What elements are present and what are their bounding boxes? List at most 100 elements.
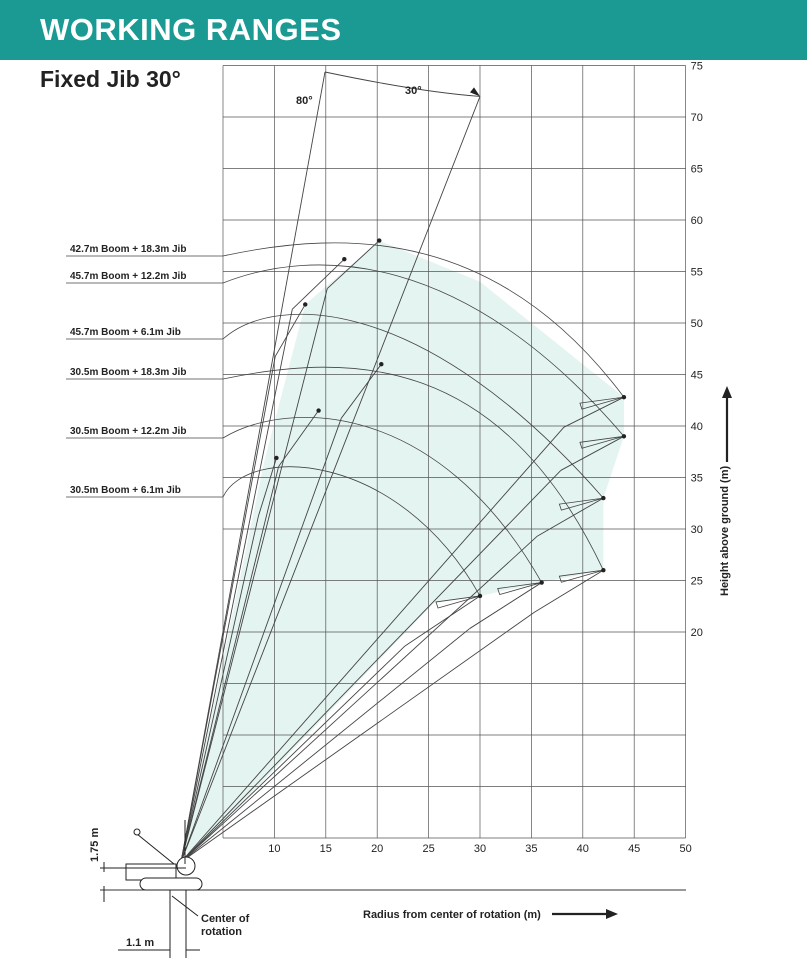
y-tick-label: 55 bbox=[691, 267, 703, 279]
header-banner: WORKING RANGES bbox=[0, 0, 807, 60]
pin-offset-label: 1.1 m bbox=[126, 937, 154, 949]
range-arc bbox=[222, 366, 604, 571]
jib-line-low bbox=[563, 396, 625, 428]
y-tick-label: 40 bbox=[691, 421, 703, 433]
page-title: WORKING RANGES bbox=[40, 12, 342, 47]
series-label: 45.7m Boom + 6.1m Jib bbox=[70, 327, 181, 338]
center-label-line-1: Center of bbox=[201, 913, 250, 925]
boom-line-steep bbox=[180, 418, 342, 863]
jib-line-low bbox=[534, 569, 604, 613]
x-axis-label: Radius from center of rotation (m) bbox=[363, 909, 541, 921]
jib-tip-marker-high bbox=[377, 238, 382, 243]
x-tick-label: 35 bbox=[525, 843, 537, 855]
center-label-line-2: rotation bbox=[201, 926, 242, 938]
y-tick-label: 20 bbox=[691, 627, 703, 639]
boom-80-line bbox=[180, 71, 326, 863]
x-tick-label: 40 bbox=[577, 843, 589, 855]
jib-line-low bbox=[560, 435, 625, 471]
boom-line-steep bbox=[180, 515, 259, 863]
center-of-rotation-label: Center of rotation bbox=[201, 913, 252, 938]
boom-angle-label: 80° bbox=[296, 95, 313, 107]
boom-line-steep bbox=[180, 466, 280, 863]
jib-line-low bbox=[469, 582, 542, 629]
jib-tip-marker-low bbox=[621, 434, 627, 439]
boom-line-low bbox=[180, 469, 562, 863]
x-tick-label: 50 bbox=[679, 843, 691, 855]
boom-line-steep bbox=[180, 288, 328, 863]
jib-outline-low bbox=[435, 595, 481, 609]
jib-outline-low bbox=[579, 435, 625, 449]
series-label: 30.5m Boom + 12.2m Jib bbox=[70, 426, 186, 437]
y-tick-label: 25 bbox=[691, 576, 703, 588]
jib-tip-marker-high bbox=[274, 455, 279, 461]
y-tick-label: 70 bbox=[691, 112, 703, 124]
jib-outline-low bbox=[558, 497, 604, 511]
jib-tip-marker-low bbox=[601, 495, 606, 501]
x-tick-label: 10 bbox=[268, 843, 280, 855]
chart-grid bbox=[222, 65, 686, 839]
y-tick-label: 35 bbox=[691, 473, 703, 485]
x-tick-label: 20 bbox=[371, 843, 383, 855]
x-axis-arrow-head bbox=[606, 909, 618, 919]
y-tick-label: 30 bbox=[691, 524, 703, 536]
jib-line-low bbox=[537, 497, 604, 537]
boom-line-low bbox=[180, 535, 538, 863]
range-arc bbox=[222, 242, 625, 398]
boom-line-low bbox=[180, 611, 535, 863]
jib-tip-marker-high bbox=[316, 408, 321, 413]
pin-offset-dimension bbox=[118, 890, 200, 958]
boom-line-low bbox=[180, 426, 565, 863]
jib-outline-low bbox=[558, 569, 604, 583]
range-arc bbox=[222, 466, 481, 597]
boom-line-low bbox=[180, 645, 406, 863]
boom-line-low bbox=[180, 628, 470, 863]
series-labels: 42.7m Boom + 18.3m Jib 45.7m Boom + 12.2m… bbox=[66, 244, 223, 498]
series-label: 42.7m Boom + 18.3m Jib bbox=[70, 244, 186, 255]
y-tick-label: 45 bbox=[691, 370, 703, 382]
jib-tip-marker-low bbox=[621, 394, 627, 400]
y-axis-arrow-head bbox=[722, 386, 732, 398]
jib-tip-marker-high bbox=[303, 302, 308, 307]
pin-height-label: 1.75 m bbox=[89, 828, 101, 862]
chart-subtitle: Fixed Jib 30° bbox=[40, 66, 181, 92]
jib-line-low bbox=[404, 595, 481, 647]
y-axis-label: Height above ground (m) bbox=[719, 466, 731, 597]
range-arc bbox=[222, 313, 604, 499]
y-tick-label: 60 bbox=[691, 215, 703, 227]
jib-line-steep bbox=[291, 258, 345, 310]
working-area-polygon bbox=[185, 240, 624, 859]
jib-line-steep bbox=[340, 363, 382, 419]
jib-outline-low bbox=[497, 582, 542, 596]
boom-lines bbox=[180, 71, 627, 863]
jib-line-steep bbox=[326, 240, 380, 289]
jib-line-steep bbox=[258, 457, 277, 517]
x-tick-label: 30 bbox=[474, 843, 486, 855]
series-label: 30.5m Boom + 6.1m Jib bbox=[70, 485, 181, 496]
x-tick-label: 45 bbox=[628, 843, 640, 855]
jib-tip-marker-low bbox=[477, 593, 483, 599]
jib-30-line bbox=[180, 96, 481, 863]
x-tick-label: 25 bbox=[422, 843, 434, 855]
angle-arc bbox=[324, 71, 481, 97]
x-tick-label: 15 bbox=[320, 843, 332, 855]
jib-tip-marker-high bbox=[379, 362, 384, 367]
jib-outline-low bbox=[579, 396, 625, 410]
y-tick-label: 65 bbox=[691, 164, 703, 176]
angle-arc-arrowhead bbox=[470, 87, 480, 97]
range-arc bbox=[222, 264, 625, 437]
axis-ticks: 10 15 20 25 30 35 40 45 50 20 25 30 35 40 45 50 55 60 65 70… bbox=[268, 61, 703, 856]
jib-tip-marker-low bbox=[601, 568, 606, 573]
jib-angle-label: 30° bbox=[405, 85, 422, 97]
pin-height-dimension bbox=[100, 862, 186, 902]
jib-line-steep bbox=[274, 304, 306, 357]
jib-tip-marker-high bbox=[342, 256, 347, 262]
range-arc bbox=[222, 417, 543, 583]
y-tick-label: 50 bbox=[691, 318, 703, 330]
series-label: 30.5m Boom + 18.3m Jib bbox=[70, 367, 186, 378]
boom-line-steep bbox=[180, 309, 293, 863]
jib-line-steep bbox=[278, 410, 319, 467]
jib-tip-marker-low bbox=[539, 580, 544, 585]
y-tick-label: 75 bbox=[691, 61, 703, 73]
series-label: 45.7m Boom + 12.2m Jib bbox=[70, 271, 186, 282]
